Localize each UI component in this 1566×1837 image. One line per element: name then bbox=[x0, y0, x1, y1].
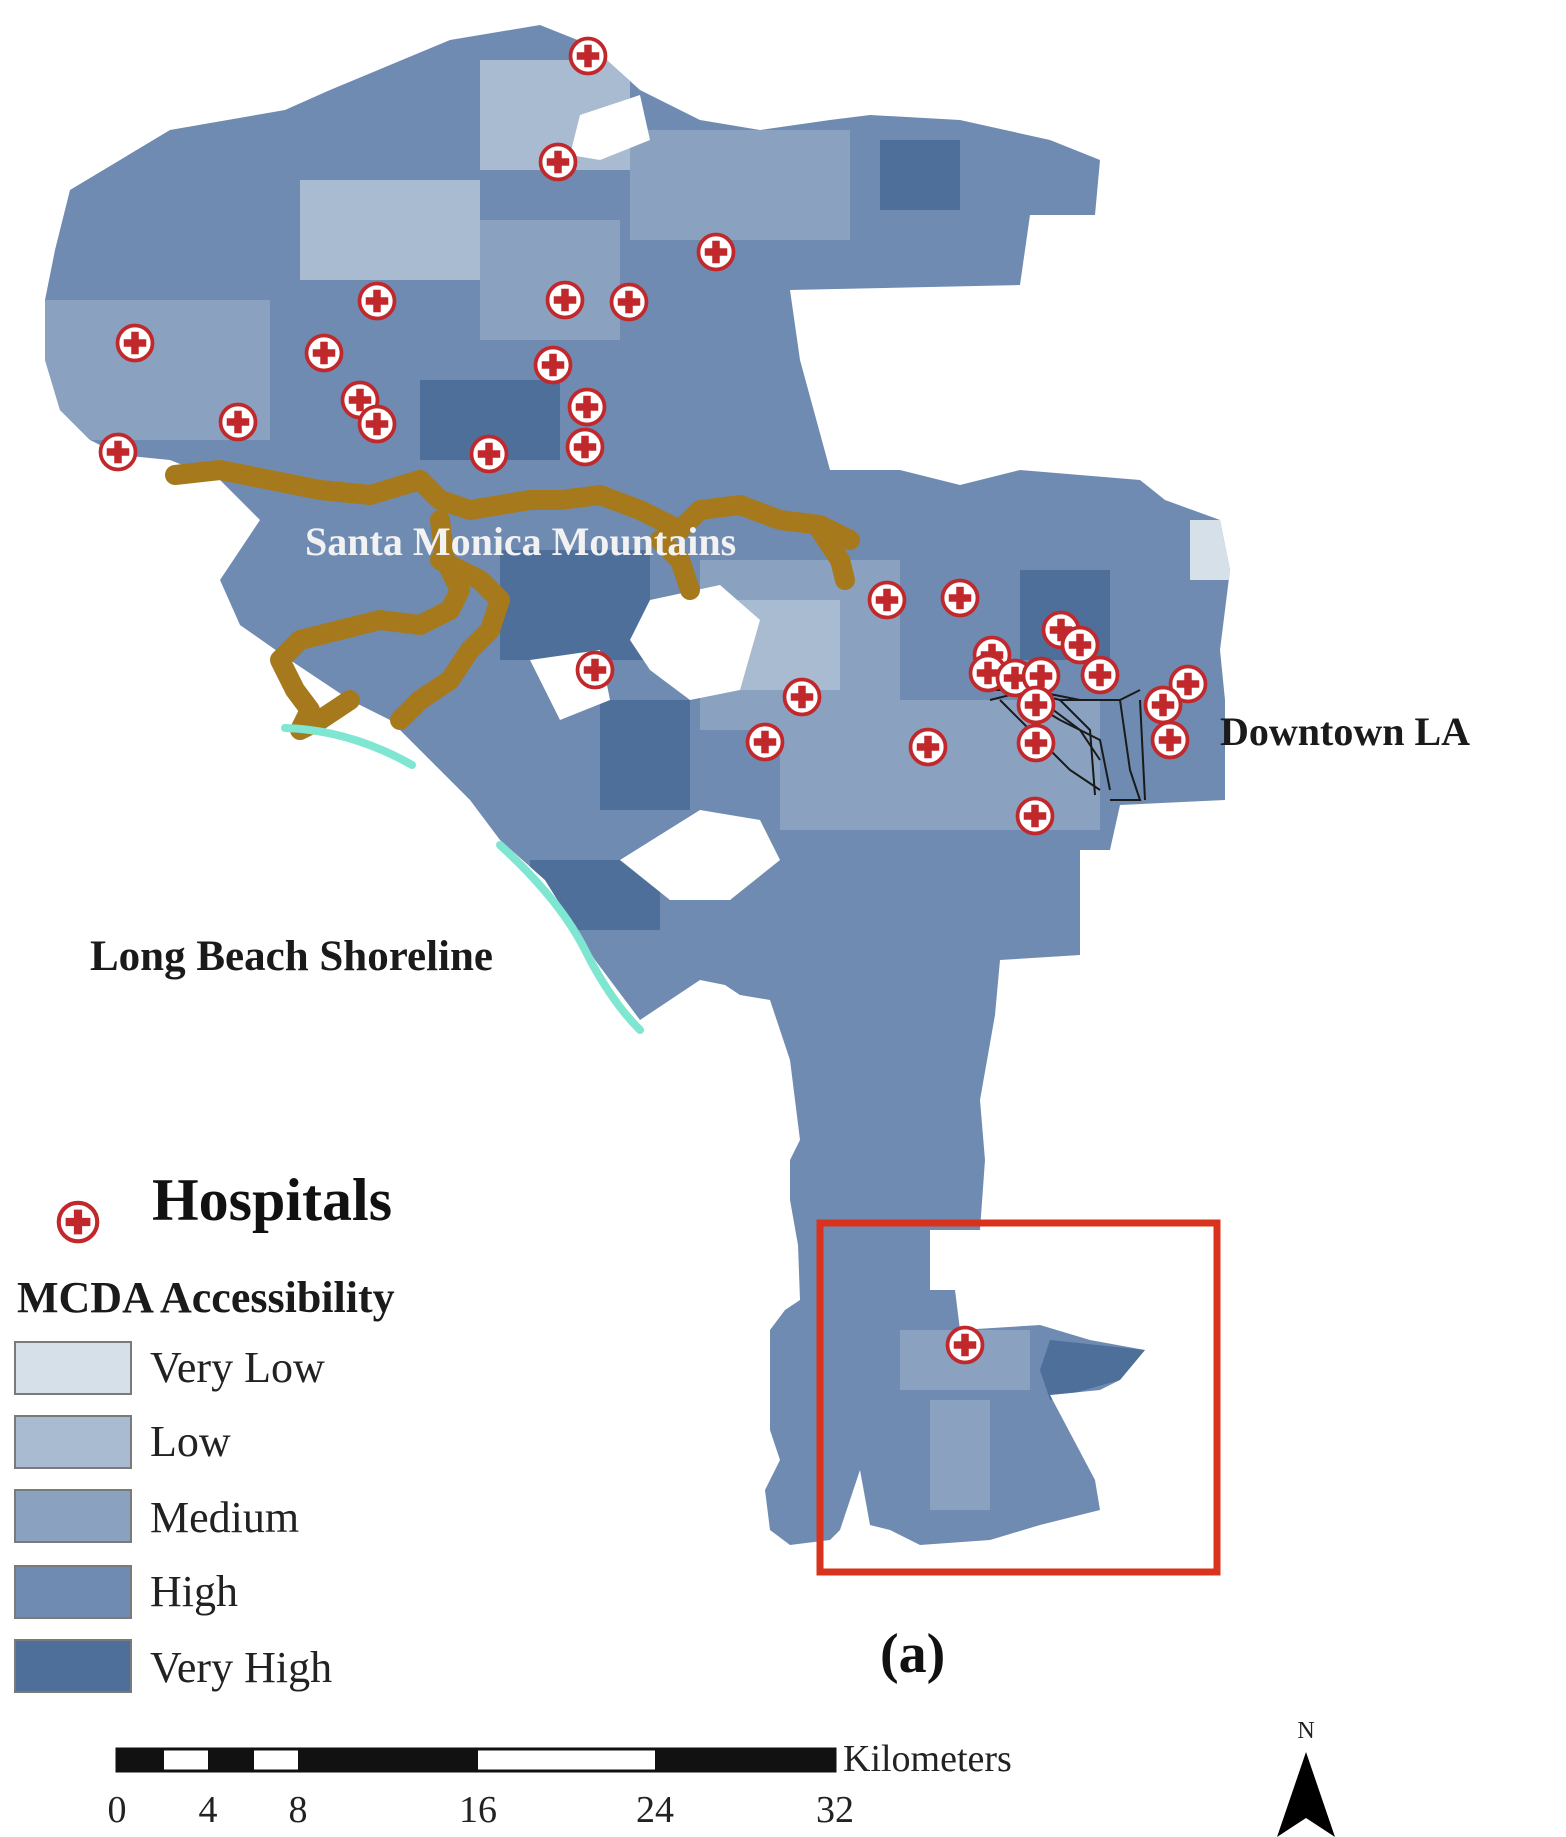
hospital-icon bbox=[945, 1325, 985, 1365]
legend-label-very-high: Very High bbox=[150, 1643, 332, 1692]
long-beach-shoreline-label: Long Beach Shoreline bbox=[90, 933, 493, 980]
scale-tick-16: 16 bbox=[459, 1789, 497, 1831]
legend-swatch-low bbox=[14, 1415, 132, 1469]
scale-segment bbox=[208, 1749, 254, 1771]
hospital-icon bbox=[1150, 720, 1190, 760]
scale-segment bbox=[655, 1749, 835, 1771]
zone-medium bbox=[480, 220, 620, 340]
downtown-la-label: Downtown LA bbox=[1220, 709, 1470, 754]
scale-tick-0: 0 bbox=[108, 1789, 127, 1831]
hospital-icon bbox=[98, 432, 138, 472]
hospital-icon bbox=[533, 345, 573, 385]
hospital-icon bbox=[867, 580, 907, 620]
zone-very-high bbox=[880, 140, 960, 210]
hospital-icon bbox=[304, 333, 344, 373]
hospital-icon bbox=[745, 722, 785, 762]
scale-tick-24: 24 bbox=[636, 1789, 674, 1831]
highlight-box bbox=[816, 1219, 1221, 1576]
zone-medium bbox=[930, 1400, 990, 1510]
shoreline bbox=[281, 724, 644, 1034]
zone-medium bbox=[630, 130, 850, 240]
hospital-icon bbox=[575, 650, 615, 690]
legend-title: MCDA Accessibility bbox=[17, 1273, 395, 1322]
hospital-icon bbox=[545, 280, 585, 320]
hospital-icon bbox=[782, 677, 822, 717]
scale-unit: Kilometers bbox=[843, 1738, 1012, 1780]
zone-very-high bbox=[500, 550, 650, 660]
legend-hospitals-label: Hospitals bbox=[152, 1167, 392, 1233]
hospital-icon bbox=[1015, 796, 1055, 836]
hospital-icon bbox=[218, 402, 258, 442]
scale-tick-32: 32 bbox=[816, 1789, 854, 1831]
scale-segment bbox=[117, 1749, 164, 1771]
hospital-icon bbox=[567, 387, 607, 427]
scale-segment bbox=[298, 1749, 478, 1771]
legend-swatch-very-low bbox=[14, 1341, 132, 1395]
legend-items: Very Low Low Medium High Very High bbox=[14, 1341, 332, 1693]
legend-label-very-low: Very Low bbox=[150, 1343, 325, 1392]
hospital-icon bbox=[1143, 685, 1183, 725]
hospital-icon bbox=[568, 36, 608, 76]
zone-low bbox=[300, 180, 480, 280]
panel-label: (a) bbox=[880, 1623, 945, 1685]
hospital-icon bbox=[115, 323, 155, 363]
hospital-legend-icon bbox=[59, 1203, 98, 1242]
legend-label-medium: Medium bbox=[150, 1493, 299, 1542]
scale-tick-4: 4 bbox=[199, 1789, 218, 1831]
hospital-icon bbox=[1016, 685, 1056, 725]
hospital-icon bbox=[609, 282, 649, 322]
legend: Hospitals MCDA Accessibility Very Low Lo… bbox=[14, 1167, 395, 1693]
hospital-icon bbox=[1080, 655, 1120, 695]
zone-very-high bbox=[600, 700, 690, 810]
hospital-icon bbox=[940, 578, 980, 618]
north-arrow-icon bbox=[1277, 1752, 1335, 1837]
hospital-icon bbox=[565, 427, 605, 467]
legend-swatch-medium bbox=[14, 1489, 132, 1543]
hospital-icon bbox=[469, 434, 509, 474]
scale-tick-8: 8 bbox=[289, 1789, 308, 1831]
hospital-icon bbox=[908, 727, 948, 767]
legend-swatch-very-high bbox=[14, 1639, 132, 1693]
scale-bar: Kilometers 0 4 8 16 24 32 bbox=[108, 1738, 1012, 1831]
zone-very-low bbox=[1190, 520, 1230, 580]
hospital-icon bbox=[538, 142, 578, 182]
hospital-icon bbox=[357, 281, 397, 321]
hospital-icon bbox=[696, 232, 736, 272]
north-label: N bbox=[1297, 1718, 1314, 1744]
santa-monica-mountains-label: Santa Monica Mountains bbox=[305, 519, 736, 564]
legend-label-high: High bbox=[150, 1567, 238, 1616]
hospital-icon bbox=[357, 404, 397, 444]
legend-swatch-high bbox=[14, 1565, 132, 1619]
hospital-icon bbox=[1016, 723, 1056, 763]
legend-label-low: Low bbox=[150, 1417, 231, 1466]
north-arrow: N bbox=[1277, 1718, 1335, 1837]
zone-very-high bbox=[1040, 1340, 1145, 1400]
